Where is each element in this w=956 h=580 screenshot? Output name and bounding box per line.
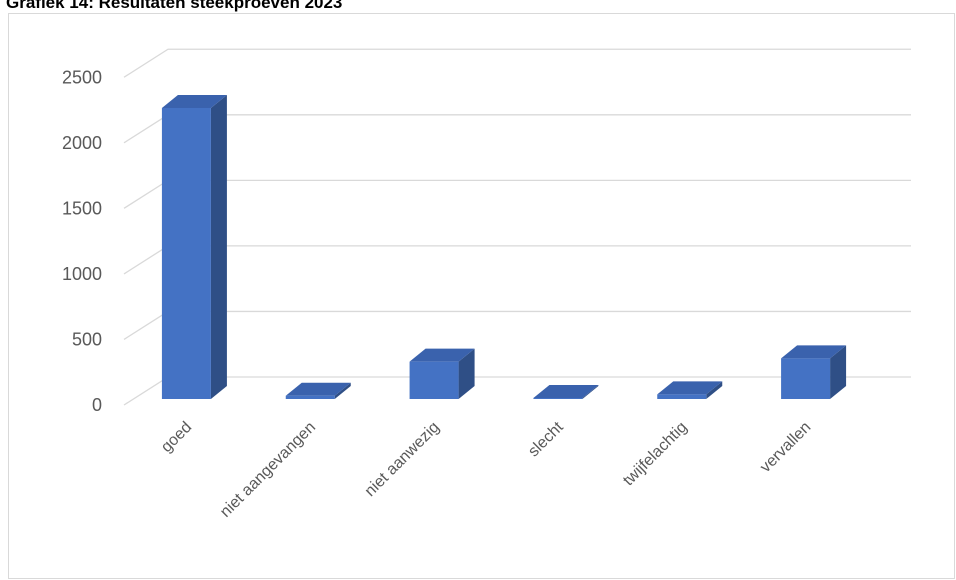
x-tick-label: twijfelachtig <box>620 419 691 490</box>
bar-niet-aanwezig <box>409 348 475 399</box>
y-tick-label: 2000 <box>62 133 102 153</box>
x-tick-label: vervallen <box>757 419 814 476</box>
bar-front <box>781 358 831 399</box>
bar-top <box>161 94 227 108</box>
gridline-1 <box>123 310 911 340</box>
chart-frame <box>8 13 955 579</box>
bar-side <box>210 94 227 399</box>
bar-front <box>285 395 335 399</box>
x-axis-labels: goed niet aangevangen niet aanwezig slecht t… <box>158 418 814 520</box>
bar-side <box>334 382 351 399</box>
x-tick-label: slecht <box>525 418 567 460</box>
bar-goed <box>161 94 227 399</box>
bar-top <box>533 384 599 398</box>
x-tick-label: niet aanwezig <box>362 419 443 500</box>
bar-front <box>657 394 707 399</box>
bar-side <box>830 345 847 399</box>
bar-niet-aangevangen <box>285 382 351 399</box>
bar-side <box>706 381 723 399</box>
gridline-5 <box>123 48 911 78</box>
y-tick-label: 1000 <box>62 264 102 284</box>
bar-top <box>285 382 351 396</box>
y-axis-ticks: 0 500 1000 1500 2000 2500 <box>62 67 102 415</box>
chart-title: Grafiek 14: Resultaten steekproeven 2023 <box>6 0 343 12</box>
bar-vervallen <box>781 345 847 399</box>
bar-side <box>582 384 599 399</box>
bar-front <box>409 361 459 399</box>
y-tick-label: 0 <box>92 395 102 415</box>
bar-front <box>533 397 583 399</box>
bar-side <box>458 348 475 399</box>
gridline-4 <box>123 114 911 144</box>
bar-twijfelachtig <box>657 381 723 399</box>
x-tick-label: goed <box>158 419 195 456</box>
y-tick-label: 2500 <box>62 67 102 87</box>
y-tick-label: 500 <box>72 329 102 349</box>
bar-top <box>781 345 847 359</box>
bar-top <box>657 381 723 395</box>
gridline-2 <box>123 245 911 275</box>
y-tick-label: 1500 <box>62 198 102 218</box>
x-tick-label: niet aangevangen <box>217 419 319 521</box>
bars <box>161 94 847 399</box>
bar-top <box>409 348 475 362</box>
bar-front <box>161 107 211 399</box>
bar-slecht <box>533 384 599 399</box>
gridline-3 <box>123 179 911 209</box>
